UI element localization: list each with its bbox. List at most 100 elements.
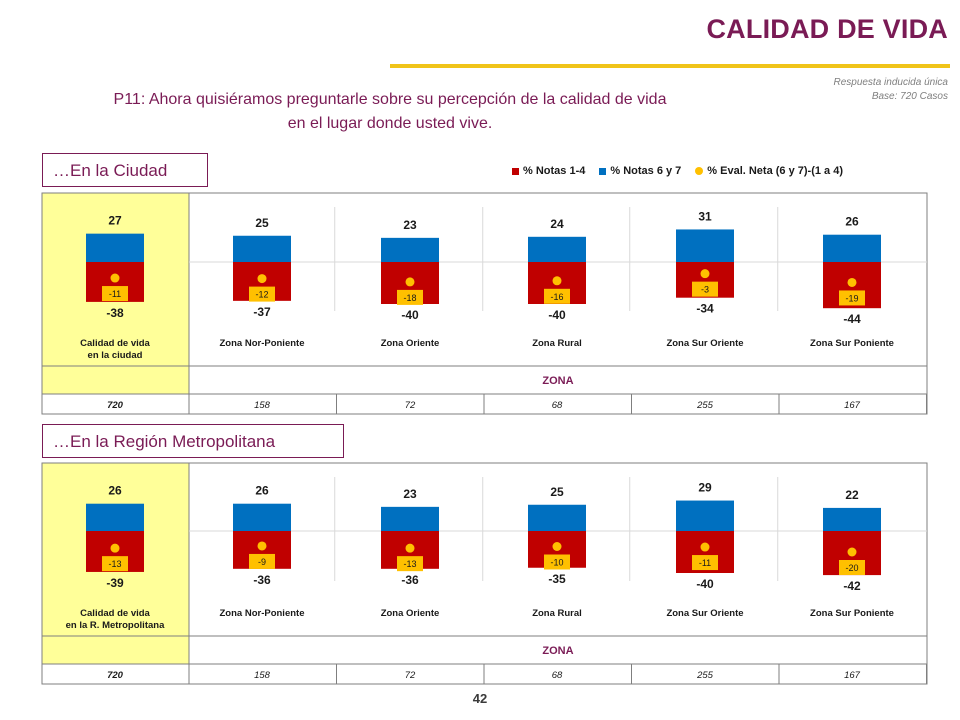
net-label-box xyxy=(692,555,718,571)
label-negative: -38 xyxy=(106,306,124,320)
base-count: 158 xyxy=(254,400,271,411)
label-negative: -42 xyxy=(843,579,861,593)
response-type: Respuesta inducida única xyxy=(833,77,948,88)
category-label: Zona Nor-Poniente xyxy=(220,338,305,349)
label-net: -10 xyxy=(550,558,563,568)
label-positive: 24 xyxy=(550,217,564,231)
label-net: -13 xyxy=(108,559,121,569)
net-label-box xyxy=(102,286,128,302)
label-positive: 26 xyxy=(108,484,122,498)
net-label-box xyxy=(544,288,570,304)
net-marker xyxy=(552,542,562,551)
legend: % Notas 1-4 % Notas 6 y 7 % Eval. Neta (… xyxy=(512,165,857,177)
label-negative: -39 xyxy=(106,576,124,590)
zone-label: ZONA xyxy=(542,645,573,657)
category-label: en la R. Metropolitana xyxy=(66,620,165,631)
legend-label-negative: % Notas 1-4 xyxy=(523,165,586,177)
bar-positive xyxy=(676,500,734,531)
base-count: 255 xyxy=(696,670,714,681)
bar-positive xyxy=(381,506,439,531)
label-negative: -40 xyxy=(696,577,714,591)
category-label: Zona Rural xyxy=(532,338,582,349)
category-label: Zona Rural xyxy=(532,608,582,619)
label-net: -11 xyxy=(109,289,121,299)
base-count: 72 xyxy=(405,400,416,411)
label-negative: -35 xyxy=(548,572,566,586)
net-label-box xyxy=(692,281,718,297)
net-label-box xyxy=(249,286,275,302)
legend-label-positive: % Notas 6 y 7 xyxy=(610,165,682,177)
label-positive: 31 xyxy=(698,209,712,223)
net-marker xyxy=(552,276,562,286)
net-marker xyxy=(847,547,857,557)
base-info: Base: 720 Casos xyxy=(871,91,948,102)
bar-positive xyxy=(86,503,144,531)
category-label: Zona Oriente xyxy=(381,338,440,349)
legend-swatch-net xyxy=(695,167,704,175)
legend-label-net: % Eval. Neta (6 y 7)-(1 a 4) xyxy=(707,165,844,177)
label-positive: 26 xyxy=(255,484,269,498)
label-positive: 22 xyxy=(845,488,859,502)
legend-swatch-negative xyxy=(512,167,519,175)
net-marker xyxy=(257,541,267,551)
label-positive: 29 xyxy=(698,481,712,495)
category-label: Calidad de vida xyxy=(80,338,150,349)
base-count: 720 xyxy=(107,670,124,681)
title-rule xyxy=(390,64,950,68)
net-marker xyxy=(847,277,857,287)
section-label-region: …En la Región Metropolitana xyxy=(42,424,344,458)
bar-positive xyxy=(823,507,881,531)
net-label-box xyxy=(544,554,570,570)
label-positive: 26 xyxy=(845,215,859,229)
net-marker xyxy=(405,543,415,553)
label-positive: 23 xyxy=(403,218,417,232)
label-net: -11 xyxy=(699,558,711,568)
net-marker xyxy=(257,274,267,284)
label-net: -16 xyxy=(550,292,563,302)
label-net: -9 xyxy=(258,557,266,567)
net-label-box xyxy=(249,553,275,569)
label-negative: -36 xyxy=(253,573,271,587)
net-label-box xyxy=(397,289,423,305)
net-label-box xyxy=(839,290,865,306)
section-label-city: …En la Ciudad xyxy=(42,153,208,187)
base-count: 158 xyxy=(254,670,271,681)
net-marker xyxy=(110,273,120,283)
bar-positive xyxy=(233,235,291,262)
bar-positive xyxy=(528,236,586,262)
net-label-box xyxy=(397,556,423,572)
question-line-1: P11: Ahora quisiéramos preguntarle sobre… xyxy=(113,91,667,108)
page-title: CALIDAD DE VIDA xyxy=(706,14,948,44)
label-negative: -36 xyxy=(401,573,419,587)
category-label: Zona Oriente xyxy=(381,608,440,619)
net-label-box xyxy=(102,556,128,572)
label-net: -20 xyxy=(845,563,858,573)
label-positive: 25 xyxy=(550,485,564,499)
label-negative: -37 xyxy=(253,305,271,319)
label-negative: -44 xyxy=(843,312,861,326)
net-marker xyxy=(405,277,415,287)
base-count: 68 xyxy=(552,400,563,411)
net-marker xyxy=(700,269,710,279)
bar-positive xyxy=(233,503,291,531)
base-count: 167 xyxy=(844,670,861,681)
question-line-2: en el lugar donde usted vive. xyxy=(287,115,493,132)
label-negative: -34 xyxy=(696,302,714,316)
question-text: P11: Ahora quisiéramos preguntarle sobre… xyxy=(40,88,740,136)
label-net: -3 xyxy=(701,285,709,295)
label-negative: -40 xyxy=(548,308,566,322)
label-positive: 23 xyxy=(403,487,417,501)
base-count: 167 xyxy=(844,400,861,411)
label-net: -12 xyxy=(255,290,268,300)
zone-label: ZONA xyxy=(542,375,573,387)
label-net: -13 xyxy=(403,559,416,569)
base-count: 720 xyxy=(107,400,124,411)
page-number: 42 xyxy=(472,691,488,706)
net-label-box xyxy=(839,560,865,575)
label-positive: 27 xyxy=(108,214,122,228)
category-label: Calidad de vida xyxy=(80,608,150,619)
label-net: -18 xyxy=(403,293,416,303)
